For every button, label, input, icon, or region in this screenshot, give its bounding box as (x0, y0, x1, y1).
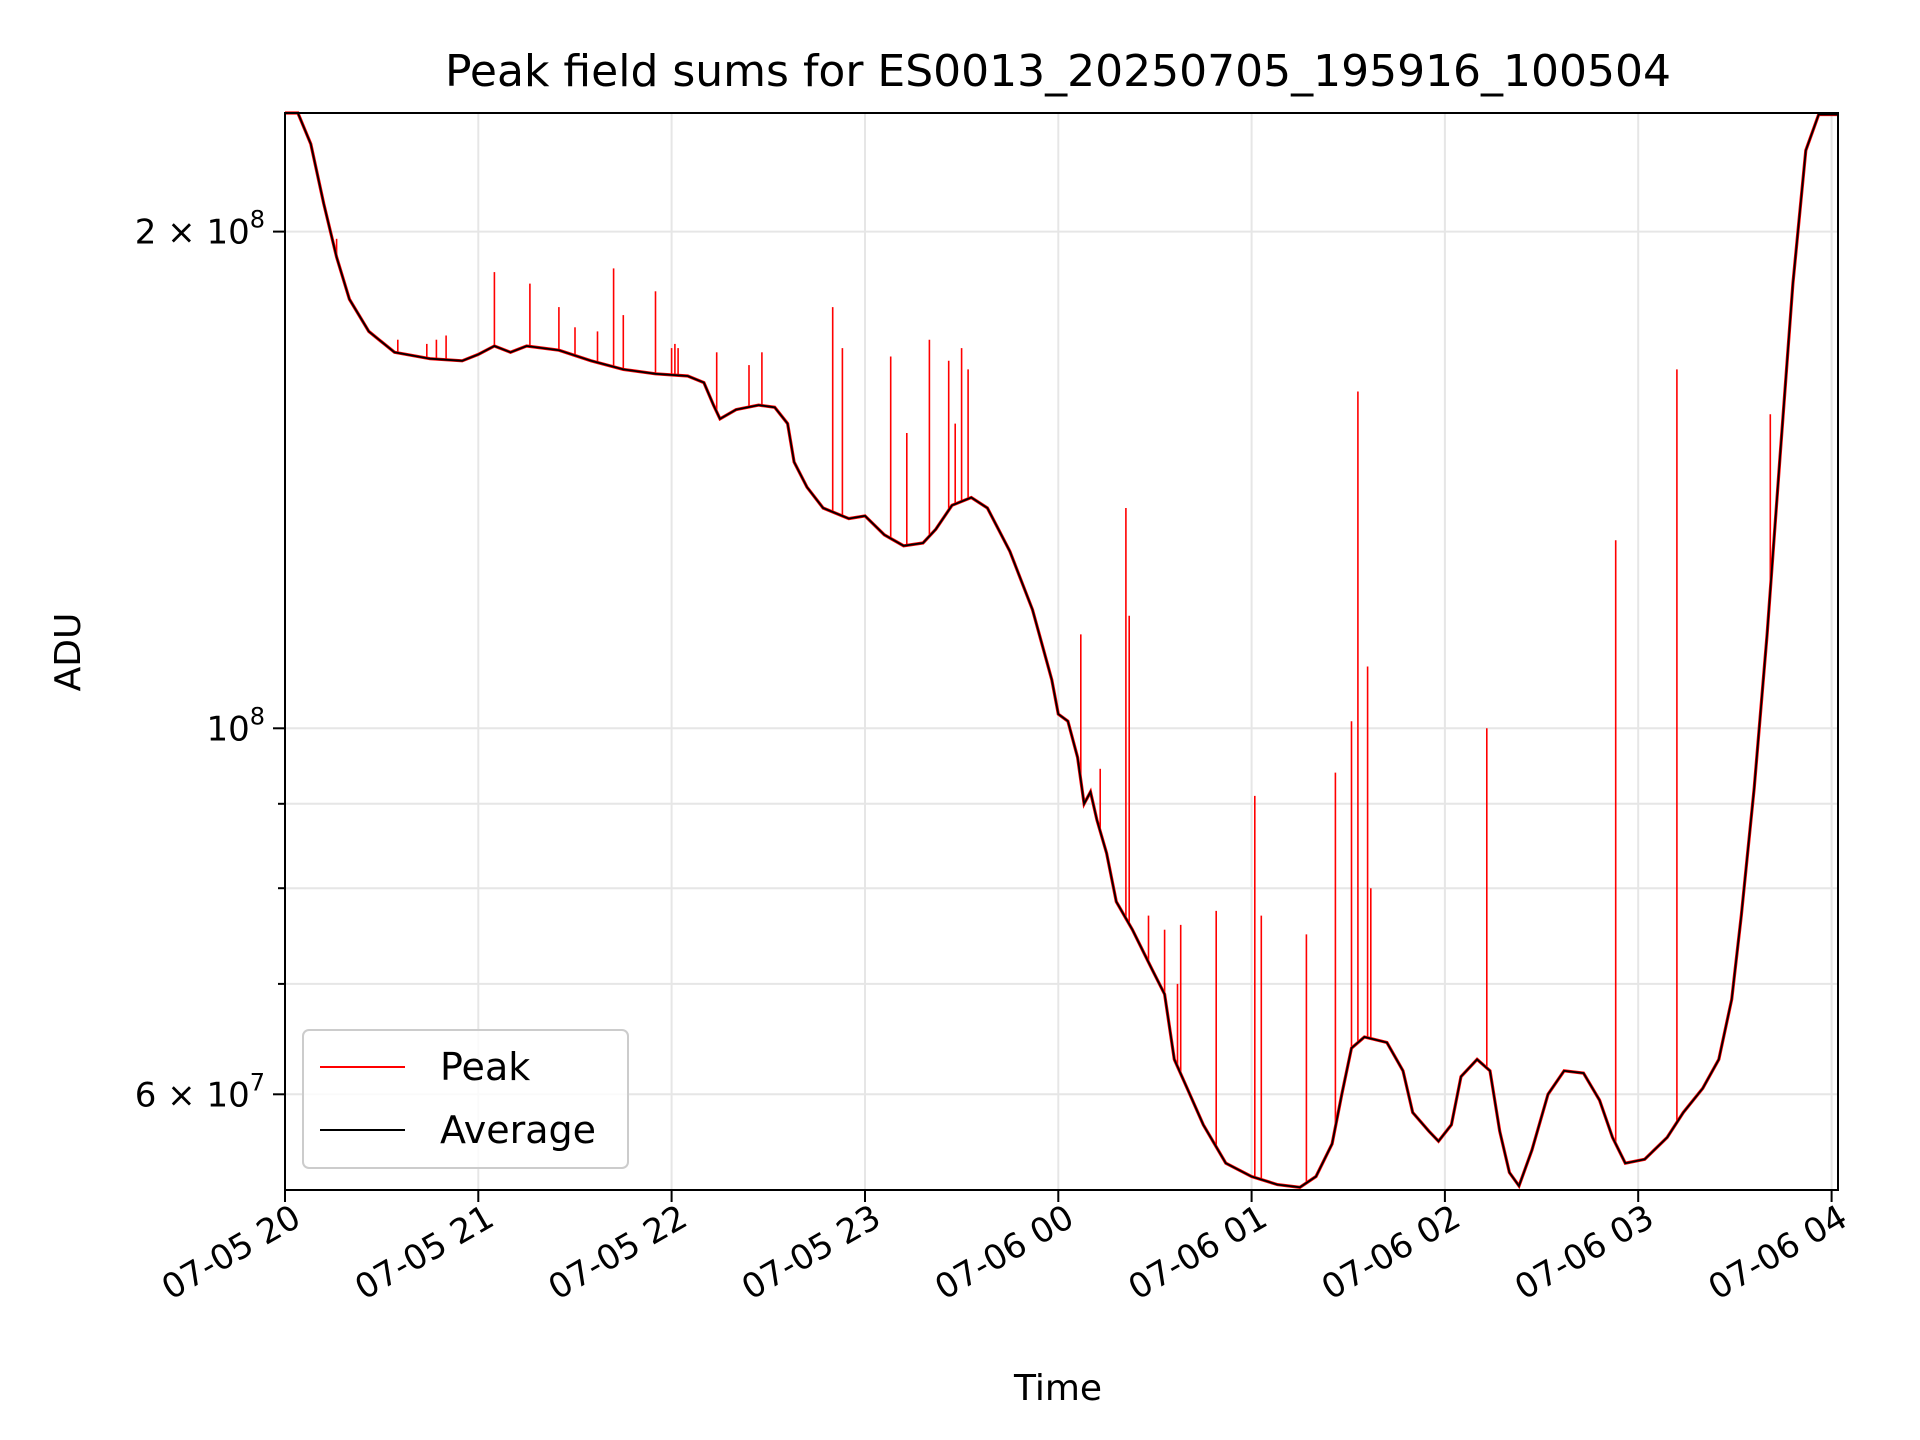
y-axis: 2 × 108 108 6 × 107 (135, 206, 285, 1115)
grid (284, 113, 1838, 1190)
series-line-average (285, 112, 1838, 1189)
y-tick-label: 2 × 108 (135, 206, 265, 253)
y-tick-label: 6 × 107 (135, 1068, 265, 1115)
y-axis-title: ADU (48, 613, 89, 692)
legend-label-average: Average (440, 1108, 596, 1152)
legend-label-peak: Peak (440, 1045, 530, 1089)
x-axis-title: Time (1013, 1368, 1102, 1409)
series-layer (285, 111, 1838, 1190)
legend-box (302, 1029, 629, 1169)
y-tick-label: 108 (206, 702, 265, 749)
legend: Peak Average (302, 1029, 629, 1169)
plot-frame (284, 112, 1839, 1191)
chart-title: Peak field sums for ES0013_20250705_1959… (445, 46, 1671, 97)
